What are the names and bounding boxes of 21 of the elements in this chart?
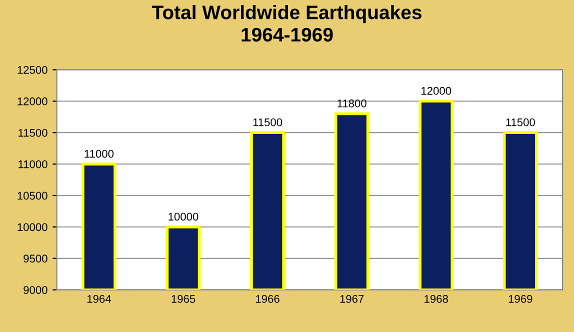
data-label: 12000 [421,86,452,95]
y-tick-label: 12500 [18,66,48,74]
data-label: 11000 [84,150,114,158]
data-label: 10000 [168,212,198,221]
chart-title: Total Worldwide Earthquakes 1964-1969 [152,4,422,42]
data-label: 11800 [338,100,366,108]
y-tick-label: 10500 [18,192,48,200]
y-tick-label: 12000 [18,97,48,106]
y-tick-label: 11500 [18,128,48,137]
x-tick-label: 1969 [508,294,532,303]
x-tick-label: 1968 [424,294,448,303]
x-tick-label: 1965 [172,294,196,303]
y-tick-label: 9000 [24,286,48,294]
y-tick-label: 10000 [18,223,48,232]
x-tick-label: 1966 [256,294,280,303]
x-tick-label: 1967 [340,294,364,303]
data-label: 11500 [506,118,535,126]
data-label: 11500 [253,118,282,126]
y-tick-label: 11000 [18,160,48,168]
y-tick-label: 9500 [24,254,48,263]
x-tick-label: 1964 [87,294,111,303]
